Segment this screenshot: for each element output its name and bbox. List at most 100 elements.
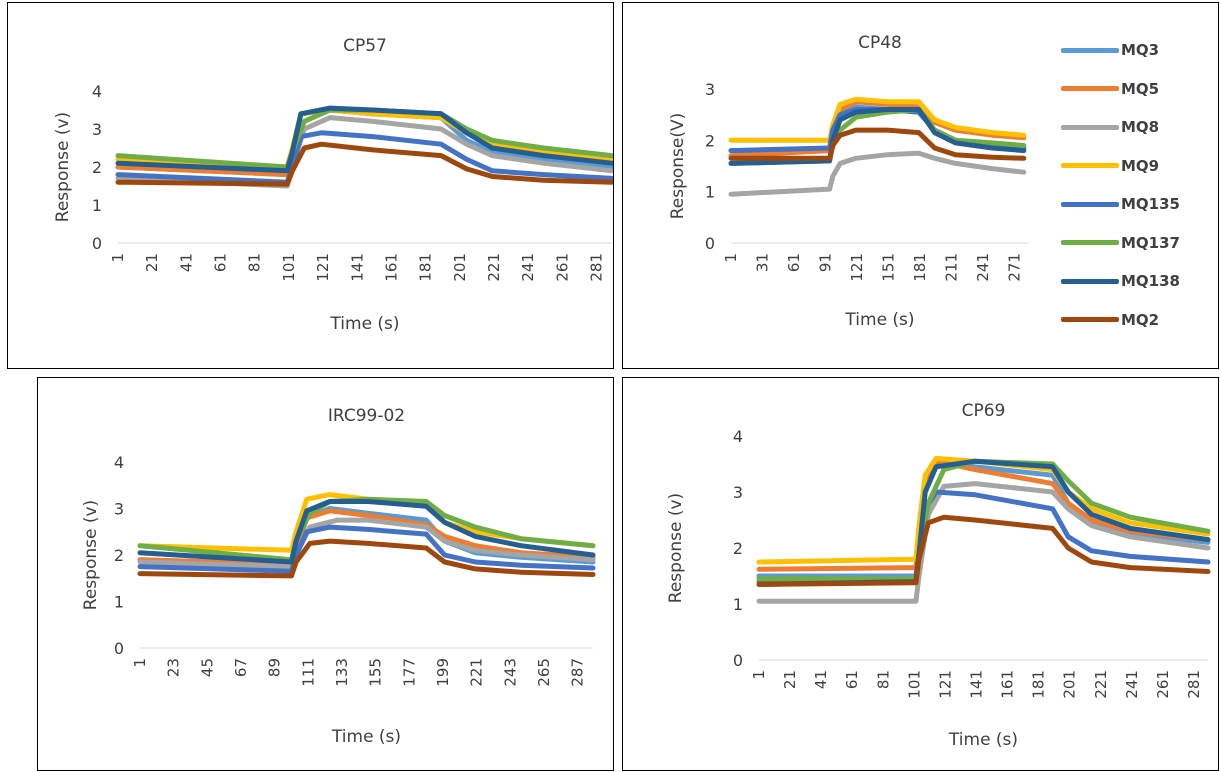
- x-tick-label: 241: [974, 253, 992, 282]
- y-tick-label: 4: [92, 82, 102, 101]
- x-tick-label: 287: [569, 658, 587, 687]
- x-tick-label: 41: [177, 253, 195, 272]
- legend-item-mq135: MQ135: [1061, 185, 1211, 224]
- legend-label: MQ138: [1121, 272, 1180, 291]
- x-tick-label: 61: [785, 253, 803, 272]
- legend-swatch: [1061, 278, 1119, 284]
- x-tick-label: 101: [280, 253, 298, 282]
- x-tick-label: 1: [722, 253, 740, 263]
- y-tick-label: 1: [705, 183, 715, 202]
- chart-panel-irc99-02: IRC99-02 0 1 2 3 4 Response (v) 1 23 45 67 89 111 133…: [37, 377, 614, 771]
- x-tick-label: 181: [911, 253, 929, 282]
- series-line-mq138: [115, 105, 613, 174]
- x-tick-label: 121: [936, 670, 954, 699]
- x-tick-label: 161: [999, 670, 1017, 699]
- legend-swatch: [1061, 163, 1119, 169]
- y-tick-label: 1: [92, 196, 102, 215]
- chart-title: CP48: [858, 33, 902, 53]
- legend-swatch: [1061, 240, 1119, 246]
- legend-swatch: [1061, 317, 1119, 323]
- y-tick-label: 3: [705, 80, 715, 99]
- x-tick-label: 31: [753, 253, 771, 272]
- x-tick-label: 261: [1154, 670, 1172, 699]
- legend-label: MQ135: [1121, 195, 1180, 214]
- x-tick-label: 243: [501, 658, 519, 687]
- x-tick-label: 81: [246, 253, 264, 272]
- series-line-mq8: [728, 150, 1027, 197]
- x-tick-label: 61: [212, 253, 230, 272]
- series-line-mq2: [115, 141, 613, 187]
- chart-title: IRC99-02: [328, 406, 405, 426]
- y-tick-label: 4: [733, 427, 743, 446]
- y-tick-label: 0: [705, 234, 715, 253]
- legend-item-mq137: MQ137: [1061, 224, 1211, 263]
- x-tick-label: 21: [143, 253, 161, 272]
- x-axis-label: Time (s): [844, 310, 914, 330]
- chart-panel-cp48: CP48 0 1 2 3 Response(V) 1 31 61 91 121 151 181 211 24…: [622, 2, 1219, 369]
- y-tick-label: 1: [733, 595, 743, 614]
- x-tick-label: 271: [1005, 253, 1023, 282]
- y-tick-label: 3: [92, 120, 102, 139]
- y-axis-label: Response(V): [668, 113, 688, 220]
- legend: MQ3 MQ5 MQ8 MQ9 MQ135 MQ137 MQ138 MQ2: [1061, 31, 1211, 339]
- x-tick-label: 201: [1061, 670, 1079, 699]
- y-tick-label: 0: [733, 651, 743, 670]
- x-axis-label: Time (s): [331, 727, 401, 747]
- x-tick-label: 241: [1123, 670, 1141, 699]
- legend-item-mq3: MQ3: [1061, 31, 1211, 70]
- x-tick-label: 67: [232, 658, 250, 677]
- series-line-mq138: [137, 499, 596, 565]
- series-line-mq5: [756, 458, 1211, 572]
- y-tick-label: 2: [92, 158, 102, 177]
- chart-title: CP57: [343, 36, 387, 56]
- x-tick-label: 1: [131, 658, 149, 668]
- y-tick-label: 2: [733, 539, 743, 558]
- x-tick-label: 101: [905, 670, 923, 699]
- series-line-mq2: [728, 127, 1027, 161]
- x-tick-label: 281: [588, 253, 606, 282]
- legend-item-mq2: MQ2: [1061, 301, 1211, 340]
- y-tick-label: 0: [92, 234, 102, 253]
- x-tick-label: 45: [198, 658, 216, 677]
- y-tick-label: 0: [114, 639, 124, 658]
- x-tick-label: 21: [781, 670, 799, 689]
- x-tick-label: 261: [553, 253, 571, 282]
- legend-swatch: [1061, 47, 1119, 53]
- legend-label: MQ5: [1121, 79, 1160, 98]
- x-tick-label: 221: [1092, 670, 1110, 699]
- series-line-mq8: [756, 481, 1211, 604]
- x-tick-label: 221: [485, 253, 503, 282]
- legend-item-mq8: MQ8: [1061, 108, 1211, 147]
- legend-label: MQ2: [1121, 310, 1160, 329]
- x-tick-label: 151: [879, 253, 897, 282]
- legend-label: MQ8: [1121, 118, 1160, 137]
- series-line-mq2: [137, 538, 596, 579]
- y-axis-label: Response (v): [53, 112, 73, 222]
- chart-panel-cp57: CP57 0 1 2 3 4 Response (v) 1 21 41 61 81 101 121 141 1…: [7, 2, 614, 369]
- x-tick-label: 201: [451, 253, 469, 282]
- x-tick-label: 1: [109, 253, 127, 263]
- chart-title: CP69: [962, 401, 1006, 421]
- x-tick-label: 121: [314, 253, 332, 282]
- series-line-mq9: [756, 455, 1211, 565]
- x-tick-label: 81: [874, 670, 892, 689]
- x-tick-label: 211: [942, 253, 960, 282]
- x-tick-label: 141: [348, 253, 366, 282]
- y-tick-label: 3: [733, 483, 743, 502]
- x-tick-label: 199: [434, 658, 452, 687]
- x-tick-label: 181: [417, 253, 435, 282]
- y-tick-label: 3: [114, 500, 124, 519]
- x-tick-label: 41: [812, 670, 830, 689]
- x-axis-label: Time (s): [329, 314, 399, 334]
- legend-swatch: [1061, 86, 1119, 92]
- y-tick-label: 1: [114, 593, 124, 612]
- y-tick-label: 2: [114, 546, 124, 565]
- legend-item-mq138: MQ138: [1061, 262, 1211, 301]
- y-tick-label: 4: [114, 453, 124, 472]
- x-tick-label: 121: [848, 253, 866, 282]
- y-axis-label: Response (v): [81, 500, 101, 610]
- x-tick-label: 241: [519, 253, 537, 282]
